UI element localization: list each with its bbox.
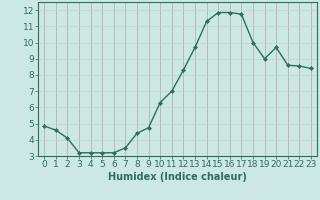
X-axis label: Humidex (Indice chaleur): Humidex (Indice chaleur) xyxy=(108,172,247,182)
